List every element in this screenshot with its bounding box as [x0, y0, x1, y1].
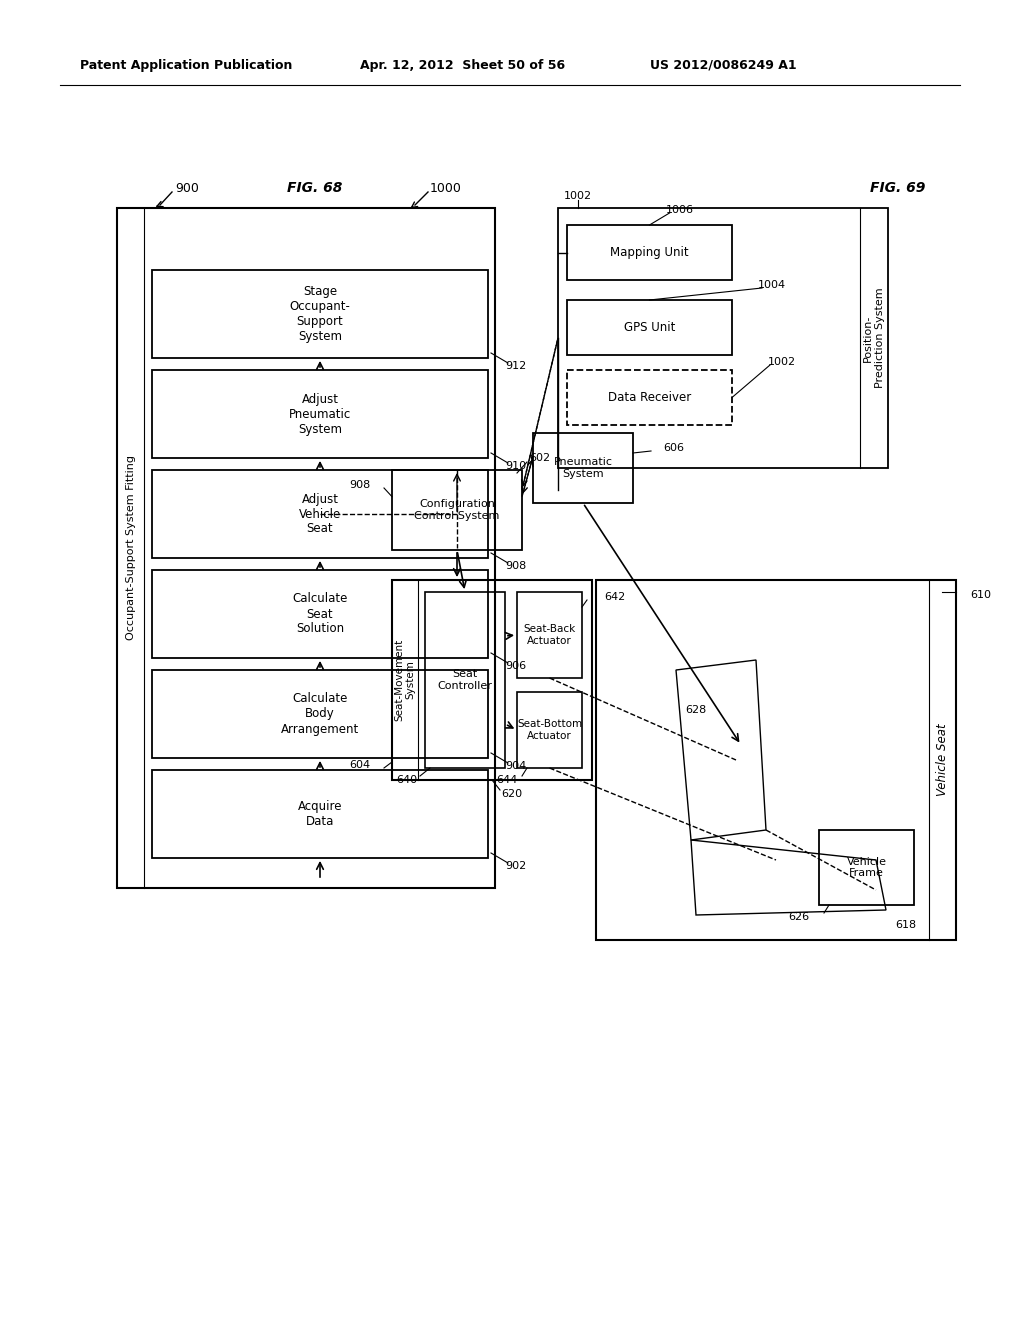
Text: Apr. 12, 2012  Sheet 50 of 56: Apr. 12, 2012 Sheet 50 of 56 — [360, 58, 565, 71]
Text: 644: 644 — [497, 775, 517, 785]
Bar — [152, 370, 488, 458]
Text: 606: 606 — [663, 444, 684, 453]
Bar — [392, 579, 592, 780]
Text: FIG. 69: FIG. 69 — [870, 181, 926, 195]
Bar — [152, 570, 488, 657]
Text: 1004: 1004 — [758, 280, 786, 290]
Text: 604: 604 — [349, 760, 370, 770]
Text: Vehicle Seat: Vehicle Seat — [936, 723, 948, 796]
Text: Pneumatic
System: Pneumatic System — [554, 457, 612, 479]
Bar — [534, 433, 633, 503]
Bar — [819, 830, 914, 906]
Text: 906: 906 — [506, 661, 526, 671]
Bar — [117, 209, 495, 888]
Text: 1002: 1002 — [564, 191, 592, 201]
Text: 1006: 1006 — [666, 205, 693, 215]
Text: 908: 908 — [506, 561, 526, 572]
Text: Configuration
Control System: Configuration Control System — [415, 499, 500, 521]
Bar — [558, 209, 888, 469]
Text: 610: 610 — [970, 590, 991, 601]
Text: Seat-Back
Actuator: Seat-Back Actuator — [523, 624, 575, 645]
Text: 908: 908 — [349, 480, 370, 490]
Text: Stage
Occupant-
Support
System: Stage Occupant- Support System — [290, 285, 350, 343]
Text: Adjust
Vehicle
Seat: Adjust Vehicle Seat — [299, 492, 341, 536]
Text: Seat
Controller: Seat Controller — [437, 669, 493, 690]
Text: 602: 602 — [529, 453, 551, 463]
Text: US 2012/0086249 A1: US 2012/0086249 A1 — [650, 58, 797, 71]
Text: Mapping Unit: Mapping Unit — [610, 246, 689, 259]
Text: Patent Application Publication: Patent Application Publication — [80, 58, 293, 71]
Text: 1000: 1000 — [430, 181, 462, 194]
Text: 618: 618 — [895, 920, 916, 931]
Text: 626: 626 — [788, 912, 810, 921]
Text: 904: 904 — [506, 762, 526, 771]
Text: 642: 642 — [604, 591, 626, 602]
Bar — [425, 591, 505, 768]
Bar — [392, 470, 522, 550]
Text: Adjust
Pneumatic
System: Adjust Pneumatic System — [289, 392, 351, 436]
Bar — [517, 591, 582, 678]
Text: 910: 910 — [506, 461, 526, 471]
Bar — [567, 370, 732, 425]
Text: Occupant-Support System Fitting: Occupant-Support System Fitting — [126, 455, 136, 640]
Bar — [152, 671, 488, 758]
Text: Calculate
Body
Arrangement: Calculate Body Arrangement — [281, 693, 359, 735]
Bar — [596, 579, 956, 940]
Text: 620: 620 — [502, 789, 522, 799]
Text: Data Receiver: Data Receiver — [608, 391, 691, 404]
Text: 900: 900 — [175, 181, 199, 194]
Text: 902: 902 — [506, 861, 526, 871]
Text: Position-
Prediction System: Position- Prediction System — [863, 288, 885, 388]
Bar — [152, 770, 488, 858]
Text: Acquire
Data: Acquire Data — [298, 800, 342, 828]
Bar — [567, 300, 732, 355]
Text: 628: 628 — [685, 705, 707, 715]
Bar — [517, 692, 582, 768]
Text: 912: 912 — [506, 360, 526, 371]
Text: 1002: 1002 — [768, 356, 796, 367]
Text: Calculate
Seat
Solution: Calculate Seat Solution — [292, 593, 348, 635]
Text: Seat-Movement
System: Seat-Movement System — [394, 639, 416, 721]
Text: FIG. 68: FIG. 68 — [287, 181, 342, 195]
Text: Vehicle
Frame: Vehicle Frame — [847, 857, 887, 878]
Text: 640: 640 — [396, 775, 418, 785]
Text: Seat-Bottom
Actuator: Seat-Bottom Actuator — [517, 719, 582, 741]
Text: GPS Unit: GPS Unit — [624, 321, 675, 334]
Bar — [152, 271, 488, 358]
Bar — [152, 470, 488, 558]
Bar — [567, 224, 732, 280]
